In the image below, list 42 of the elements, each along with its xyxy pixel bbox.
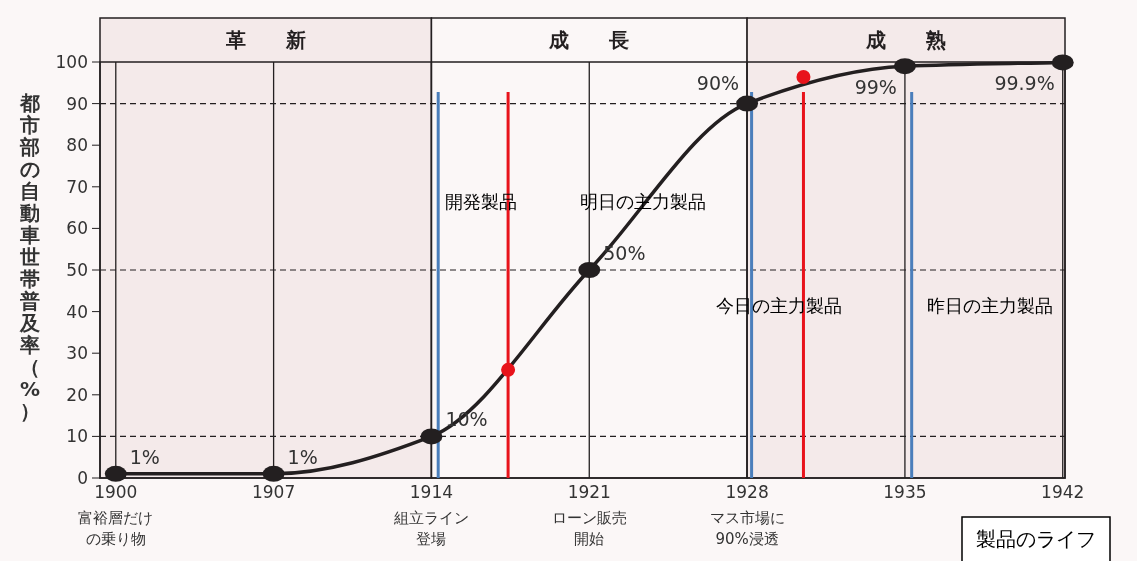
data-label: 99% — [854, 76, 897, 99]
y-tick-label: 20 — [66, 384, 88, 405]
y-tick-label: 10 — [66, 426, 88, 447]
band-label: 成 熟 — [865, 28, 947, 52]
y-tick-label: 80 — [66, 135, 88, 156]
text: 組立ライン登場 — [392, 509, 469, 548]
annotation: 昨日の主力製品 — [927, 294, 1054, 316]
point — [501, 362, 516, 377]
y-tick-label: 0 — [77, 468, 88, 488]
point — [893, 58, 916, 75]
point — [796, 69, 811, 84]
point — [420, 428, 443, 445]
text: 富裕層だけの乗り物 — [78, 509, 154, 548]
y-tick-label: 40 — [66, 301, 88, 322]
y-tick-label: 70 — [66, 176, 88, 197]
text: ローン販売開始 — [551, 509, 627, 548]
y-tick-label: 50 — [66, 260, 88, 280]
y-tick-label: 90 — [66, 93, 88, 114]
data-label: 1% — [129, 445, 160, 468]
band-label: 革 新 — [224, 28, 306, 52]
data-label: 99.9% — [994, 72, 1055, 95]
data-label: 50% — [603, 242, 646, 264]
text: マス市場に90%浸透 — [709, 509, 785, 548]
x-tick-label: 1935 — [883, 482, 927, 502]
point — [262, 465, 285, 482]
band-label: 成 長 — [548, 28, 630, 52]
x-tick-label: 1921 — [567, 482, 611, 502]
text: 都市部の自動車世帯普及率（%） — [19, 91, 41, 423]
point — [1051, 54, 1074, 71]
data-label: 90% — [696, 71, 740, 94]
x-tick-label: 1914 — [409, 482, 454, 502]
x-tick-label: 1907 — [251, 482, 296, 502]
point — [736, 95, 759, 112]
x-tick-label: 1928 — [725, 482, 769, 502]
y-tick-label: 100 — [55, 52, 88, 72]
x-tick-label: 1900 — [94, 482, 138, 502]
x-tick-label: 1942 — [1041, 482, 1085, 502]
y-tick-label: 60 — [66, 218, 88, 239]
y-tick-label: 30 — [66, 343, 88, 364]
point — [104, 465, 127, 482]
text: 製品のライフ — [976, 527, 1096, 551]
data-label: 1% — [287, 445, 318, 468]
